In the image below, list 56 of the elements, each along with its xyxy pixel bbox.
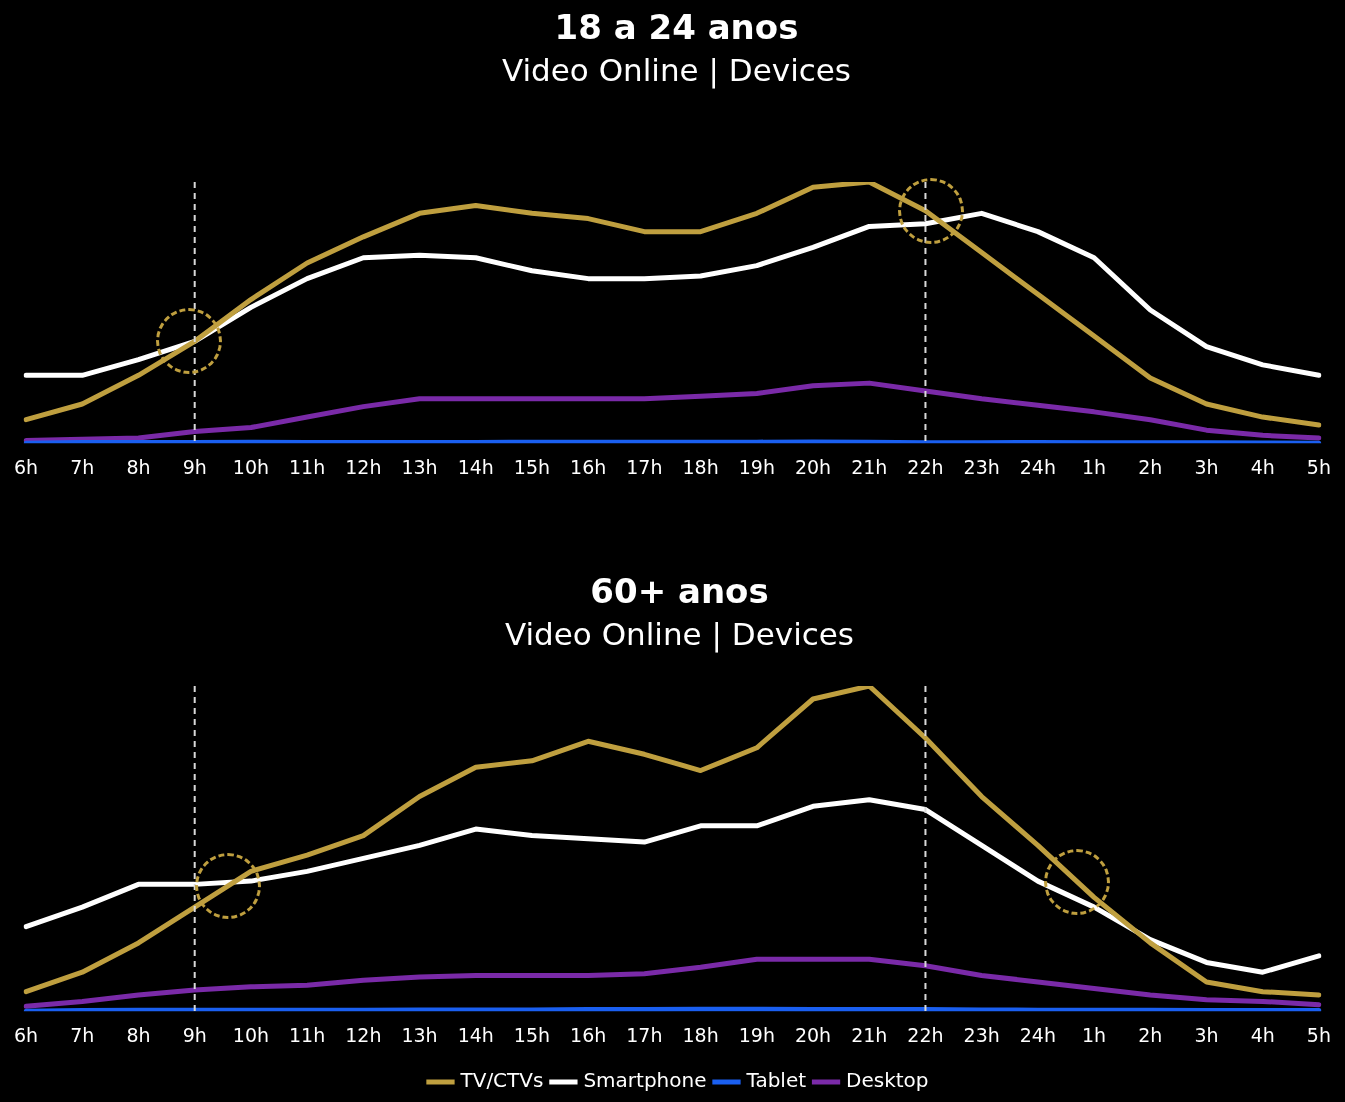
x-tick-label: 2h (1138, 1023, 1163, 1046)
x-tick-label: 21h (851, 455, 888, 478)
chart-title: 18 a 24 anos (554, 7, 799, 48)
x-tick-label: 2h (1138, 455, 1163, 478)
x-tick-label: 11h (289, 1023, 326, 1046)
legend-label: Desktop (846, 1068, 929, 1093)
x-tick-label: 17h (626, 455, 663, 478)
legend-label: Tablet (745, 1068, 807, 1093)
x-tick-label: 3h (1194, 455, 1219, 478)
x-tick-label: 7h (70, 1023, 95, 1046)
x-tick-label: 10h (232, 455, 270, 478)
x-tick-label: 7h (70, 455, 95, 478)
x-tick-label: 1h (1082, 455, 1107, 478)
legend-label: Smartphone (583, 1068, 707, 1093)
x-tick-label: 12h (345, 1023, 382, 1046)
x-tick-label: 3h (1194, 1023, 1219, 1046)
chart-subtitle: Video Online | Devices (504, 616, 855, 654)
x-tick-label: 13h (401, 455, 438, 478)
x-tick-label: 23h (963, 1023, 1000, 1046)
x-tick-label: 12h (345, 455, 382, 478)
x-tick-label: 13h (401, 1023, 438, 1046)
x-tick-label: 5h (1306, 455, 1332, 478)
x-tick-label: 15h (513, 1023, 551, 1046)
x-tick-label: 17h (626, 1023, 663, 1046)
x-tick-label: 18h (682, 1023, 719, 1046)
chart-subtitle: Video Online | Devices (501, 52, 852, 90)
x-tick-label: 21h (851, 1023, 888, 1046)
x-tick-label: 9h (182, 1023, 207, 1046)
x-tick-label: 11h (289, 455, 326, 478)
x-tick-label: 4h (1250, 455, 1275, 478)
x-tick-label: 5h (1306, 1023, 1332, 1046)
x-tick-label: 6h (13, 455, 39, 478)
x-tick-label: 10h (232, 1023, 270, 1046)
x-tick-label: 16h (570, 1023, 607, 1046)
x-tick-label: 6h (13, 1023, 39, 1046)
x-tick-label: 9h (182, 455, 207, 478)
x-tick-label: 8h (126, 1023, 151, 1046)
chart-title: 60+ anos (590, 571, 769, 612)
x-tick-label: 16h (570, 455, 607, 478)
x-tick-label: 14h (457, 455, 494, 478)
x-tick-label: 8h (126, 455, 151, 478)
x-tick-label: 14h (457, 1023, 494, 1046)
x-tick-label: 19h (738, 455, 775, 478)
x-tick-label: 24h (1019, 1023, 1056, 1046)
x-tick-label: 22h (907, 455, 944, 478)
x-tick-label: 24h (1019, 455, 1056, 478)
x-tick-label: 20h (794, 1023, 832, 1046)
x-tick-label: 15h (513, 455, 551, 478)
x-tick-label: 23h (963, 455, 1000, 478)
x-tick-label: 4h (1250, 1023, 1275, 1046)
x-tick-label: 22h (907, 1023, 944, 1046)
x-tick-label: 1h (1082, 1023, 1107, 1046)
x-tick-label: 18h (682, 455, 719, 478)
x-tick-label: 19h (738, 1023, 775, 1046)
legend-label: TV/CTVs (459, 1068, 544, 1093)
x-tick-label: 20h (794, 455, 832, 478)
